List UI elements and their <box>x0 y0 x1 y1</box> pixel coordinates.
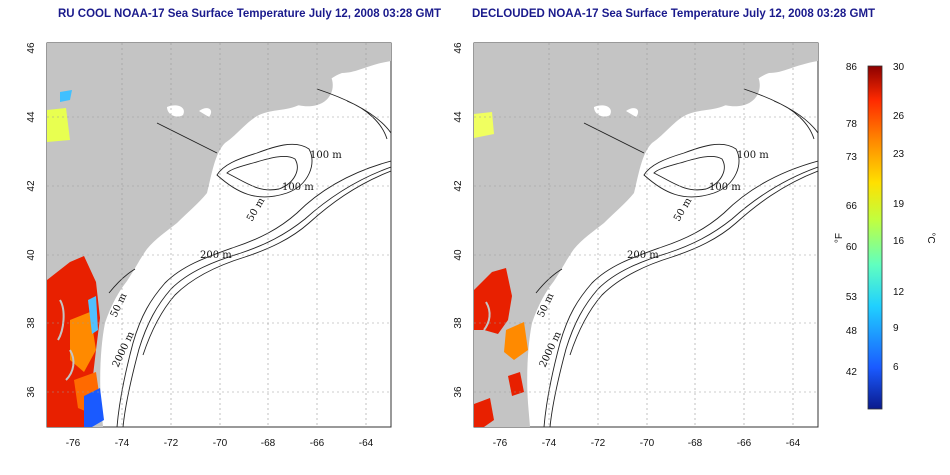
right-lon-tick: -68 <box>688 438 703 449</box>
left-lon-tick: -74 <box>115 438 130 449</box>
colorbar-c-tick: 16 <box>893 236 905 247</box>
left-sst-north-patch <box>47 108 70 142</box>
colorbar-f-tick: 60 <box>846 242 858 253</box>
left-lon-tick: -66 <box>310 438 325 449</box>
left-lon-tick: -72 <box>164 438 179 449</box>
colorbar-f-tick: 73 <box>846 152 858 163</box>
left-contour-label: 100 m <box>282 182 314 193</box>
right-lon-tick: -66 <box>737 438 752 449</box>
colorbar-gradient <box>867 65 883 410</box>
colorbar-c-tick: 30 <box>893 62 905 73</box>
left-contour-label: 100 m <box>310 150 342 161</box>
right-contour-label: 100 m <box>709 182 741 193</box>
left-lon-tick: -64 <box>359 438 374 449</box>
colorbar-c-tick: 19 <box>893 199 905 210</box>
right-lat-tick: 42 <box>453 180 464 192</box>
left-lat-tick: 42 <box>26 180 37 192</box>
colorbar-f-tick: 78 <box>846 119 858 130</box>
left-lat-tick: 36 <box>26 386 37 398</box>
left-sst-coastal-patch <box>47 256 104 427</box>
left-lon-tick: -68 <box>261 438 276 449</box>
right-lon-tick: -70 <box>640 438 655 449</box>
left-lat-tick: 38 <box>26 317 37 329</box>
right-lat-tick: 40 <box>453 249 464 261</box>
colorbar-c-unit: °C <box>925 232 936 243</box>
right-sst-coastal-patch <box>474 268 528 427</box>
right-lat-tick: 46 <box>453 42 464 54</box>
right-contour-label: 100 m <box>737 150 769 161</box>
colorbar-f-tick: 53 <box>846 292 858 303</box>
right-lon-tick: -74 <box>542 438 557 449</box>
colorbar-f-tick: 86 <box>846 62 858 73</box>
right-lat-tick: 36 <box>453 386 464 398</box>
left-map: 100 m 100 m 50 m 200 m 50 m 2000 m -76 -… <box>26 42 392 449</box>
left-lat-tick: 40 <box>26 249 37 261</box>
right-sst-north-patch <box>474 112 494 138</box>
right-lon-tick: -64 <box>786 438 801 449</box>
left-lon-tick: -76 <box>66 438 81 449</box>
colorbar-c-tick: 26 <box>893 111 905 122</box>
right-contour-label: 200 m <box>627 250 659 261</box>
colorbar-c-tick: 12 <box>893 287 905 298</box>
right-lon-tick: -72 <box>591 438 606 449</box>
left-contour-label: 200 m <box>200 250 232 261</box>
right-map: 100 m 100 m 50 m 200 m 50 m 2000 m -76 -… <box>453 42 819 449</box>
right-lon-tick: -76 <box>493 438 508 449</box>
colorbar: 86 78 73 66 60 53 48 42 30 26 23 19 16 1… <box>834 62 936 410</box>
left-lon-tick: -70 <box>213 438 228 449</box>
colorbar-f-tick: 42 <box>846 367 858 378</box>
left-lat-tick: 44 <box>26 111 37 123</box>
colorbar-f-tick: 48 <box>846 326 858 337</box>
right-lat-tick: 38 <box>453 317 464 329</box>
right-map-title: DECLOUDED NOAA-17 Sea Surface Temperatur… <box>472 8 876 20</box>
left-map-title: RU COOL NOAA-17 Sea Surface Temperature … <box>58 8 442 20</box>
left-lat-tick: 46 <box>26 42 37 54</box>
colorbar-c-tick: 23 <box>893 149 905 160</box>
right-lat-tick: 44 <box>453 111 464 123</box>
colorbar-c-tick: 9 <box>893 323 899 334</box>
colorbar-c-tick: 6 <box>893 362 899 373</box>
colorbar-f-tick: 66 <box>846 201 858 212</box>
colorbar-f-unit: °F <box>834 233 845 243</box>
